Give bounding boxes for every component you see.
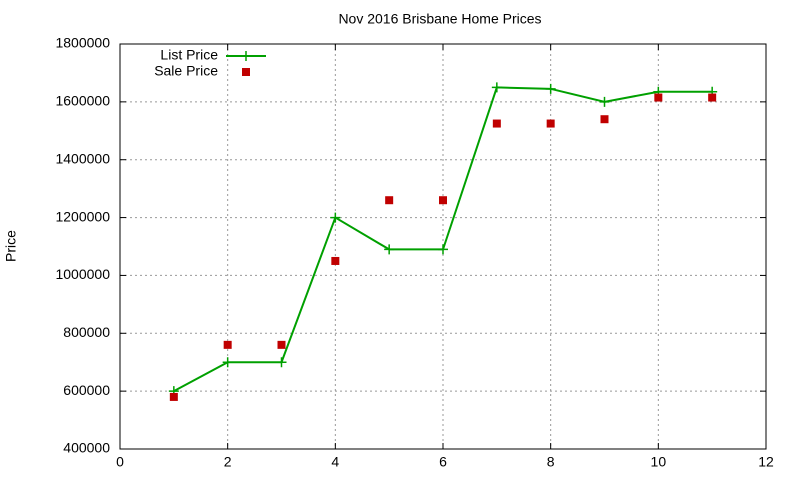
y-tick-label: 1600000 [55,93,110,109]
x-tick-label: 2 [224,454,232,470]
point [331,256,340,265]
point [223,340,232,349]
legend-swatch [241,51,251,61]
point [599,96,610,107]
x-tick-label: 10 [651,454,667,470]
x-tick-label: 0 [116,454,124,470]
y-tick-label: 800000 [63,324,110,340]
y-tick-label: 400000 [63,440,110,456]
point [546,119,555,128]
point [545,83,556,94]
legend-label: List Price [160,47,218,63]
x-tick-label: 8 [547,454,555,470]
point [600,115,609,124]
point [330,212,341,223]
x-tick-label: 12 [758,454,774,470]
legend-swatch [242,68,250,76]
y-axis-label: Price [3,230,19,262]
y-tick-label: 1800000 [55,35,110,51]
point [492,119,501,128]
plot-border [119,43,767,450]
point [385,196,394,205]
chart-title: Nov 2016 Brisbane Home Prices [338,11,541,27]
y-tick-label: 1400000 [55,150,110,166]
point [654,93,663,102]
y-tick-label: 1000000 [55,266,110,282]
point [708,93,717,102]
point [169,392,178,401]
point [439,196,447,205]
y-tick-label: 1200000 [55,208,110,224]
point [276,357,287,368]
point [491,82,502,93]
point [438,244,448,255]
y-tick-label: 600000 [63,382,110,398]
point [384,244,395,255]
point [222,357,233,368]
x-tick-label: 4 [331,454,339,470]
x-tick-label: 6 [439,454,447,470]
point [277,340,286,349]
legend-label: Sale Price [154,63,218,79]
